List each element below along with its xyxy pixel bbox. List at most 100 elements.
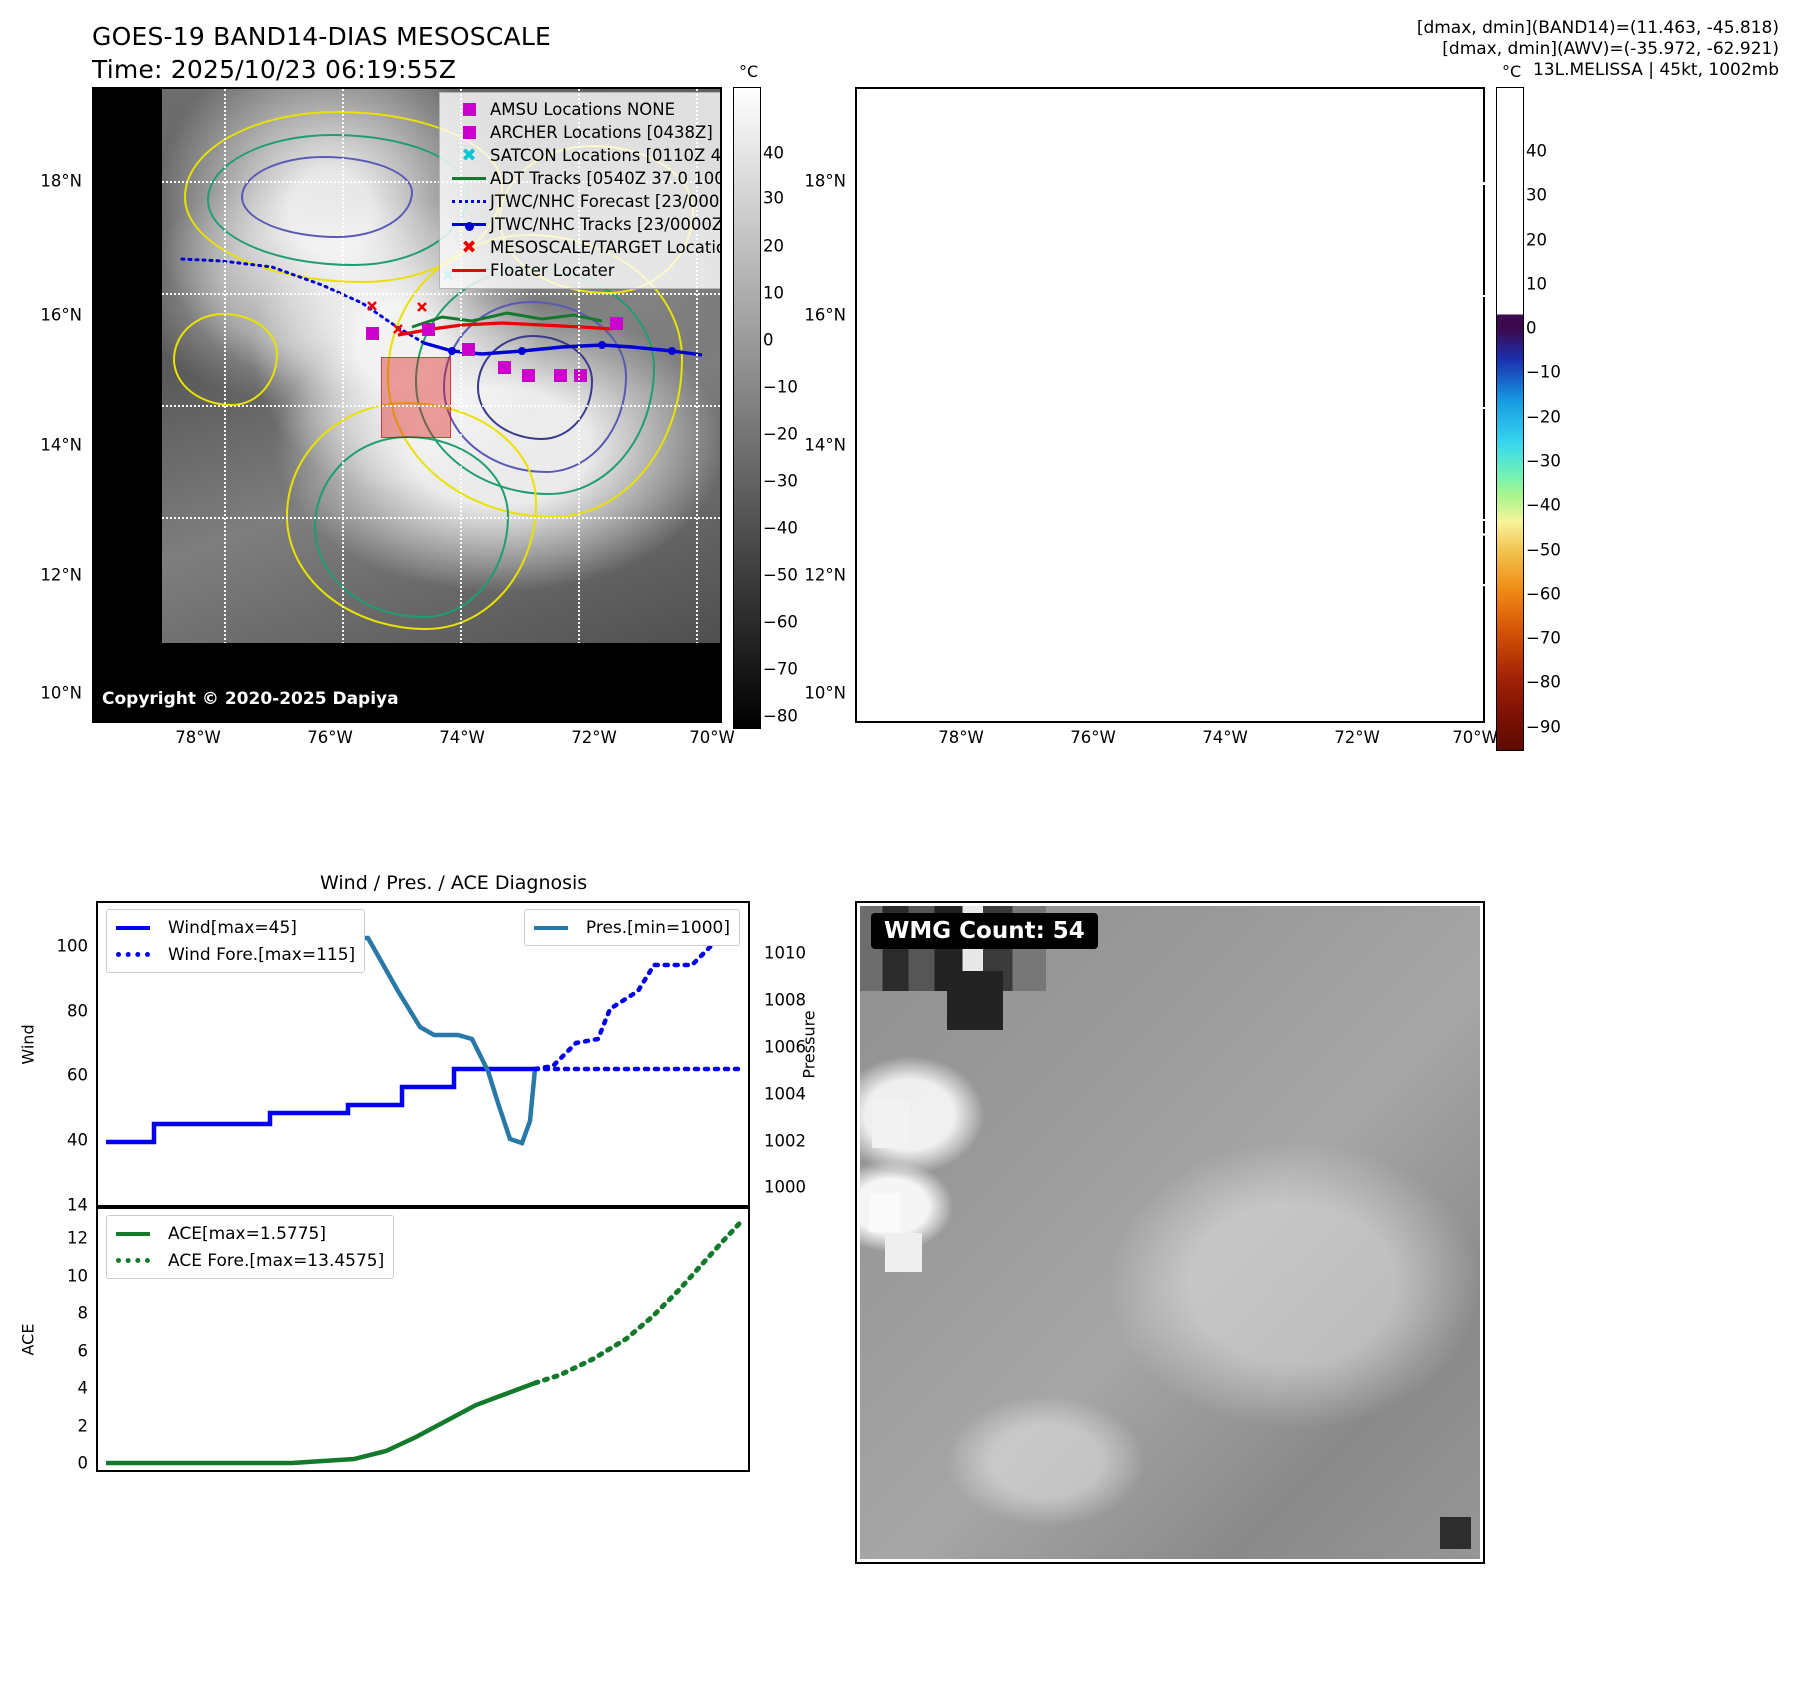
ir-x-axis: 78°W 76°W 74°W 72°W 70°W	[92, 728, 735, 756]
legend-row-pressure[interactable]: Pres.[min=1000]	[533, 914, 730, 941]
legend-row-mesoscale[interactable]: ✖ MESOSCALE/TARGET Location	[448, 236, 722, 259]
y-tick: 14	[67, 1195, 88, 1215]
colorbar-tick: 20	[763, 236, 784, 256]
colorbar-tick: −20	[763, 424, 798, 444]
line-marker-swatch-icon	[448, 221, 490, 231]
y-tick: 1008	[764, 990, 806, 1010]
x-tick: 70°W	[1452, 728, 1498, 747]
legend-row-amsu[interactable]: AMSU Locations NONE	[448, 98, 720, 121]
legend-label: Wind Fore.[max=115]	[168, 944, 356, 965]
colorbar-tick: −80	[763, 706, 798, 726]
colorbar-tick: 30	[763, 188, 784, 208]
ir-colorbar-group[interactable]: °C 40 30 20 10 0 −10 −20 −30 −40 −50 −60…	[733, 62, 843, 732]
y-tick: 16°N	[804, 305, 846, 325]
y-tick: 14°N	[804, 435, 846, 455]
legend-label: Floater Locater	[490, 261, 615, 280]
awv-satellite-image	[923, 91, 1485, 650]
dotted-line-swatch-icon	[448, 200, 490, 203]
map-legend[interactable]: AMSU Locations NONE ARCHER Locations [04…	[439, 92, 722, 289]
x-marker-icon: ✖	[461, 236, 477, 258]
legend-label: Wind[max=45]	[168, 917, 297, 938]
colorbar-tick: −40	[1526, 495, 1561, 515]
meta-band14-range: [dmax, dmin](BAND14)=(11.463, -45.818)	[1416, 18, 1779, 38]
line-swatch-icon	[116, 1231, 168, 1236]
y-tick: 12°N	[40, 565, 82, 585]
wmg-dark-block	[1439, 1516, 1471, 1550]
awv-satellite-panel[interactable]	[855, 87, 1485, 723]
legend-row-wind-forecast[interactable]: Wind Fore.[max=115]	[116, 941, 355, 968]
contour-ring	[240, 156, 414, 239]
colorbar-tick: −10	[763, 377, 798, 397]
legend-row-ace-forecast[interactable]: ACE Fore.[max=13.4575]	[116, 1247, 384, 1274]
contour-ring	[285, 402, 537, 630]
awv-y-axis: 18°N 16°N 14°N 12°N 10°N	[760, 87, 852, 723]
ir-satellite-panel[interactable]: Copyright © 2020-2025 Dapiya AMSU Locati…	[92, 87, 722, 723]
colorbar-tick: −10	[1526, 362, 1561, 382]
legend-row-jtwc-tracks[interactable]: JTWC/NHC Tracks [23/0000Z]	[448, 213, 720, 236]
y-tick: 16°N	[40, 305, 82, 325]
wind-pressure-chart[interactable]: Wind[max=45] Wind Fore.[max=115] Pres.[m…	[96, 901, 750, 1207]
legend-label: ACE Fore.[max=13.4575]	[168, 1250, 385, 1271]
y-tick: 10°N	[40, 683, 82, 703]
dotted-line-swatch-icon	[116, 952, 168, 957]
y-tick: 60	[67, 1065, 88, 1085]
ir-nodata-bottom	[94, 643, 720, 721]
y-tick: 1010	[764, 943, 806, 963]
legend-row-wind[interactable]: Wind[max=45]	[116, 914, 355, 941]
legend-row-floater[interactable]: Floater Locater	[448, 259, 720, 282]
colorbar-tick: 0	[763, 330, 774, 350]
colorbar-tick: 10	[763, 283, 784, 303]
colorbar-tick: −60	[1526, 584, 1561, 604]
pressure-y-axis: 1000 1002 1004 1006 1008 1010	[758, 901, 838, 1207]
wmg-panel[interactable]: WMG Count: 54	[855, 901, 1485, 1564]
y-tick: 1000	[764, 1177, 806, 1197]
legend-label: SATCON Locations [0110Z 46 997]	[490, 146, 722, 165]
wind-legend[interactable]: Wind[max=45] Wind Fore.[max=115]	[106, 909, 366, 973]
colorbar-tick: 30	[1526, 185, 1547, 205]
line-swatch-icon	[448, 177, 490, 180]
awv-colorbar[interactable]	[1496, 87, 1524, 751]
colorbar-tick: −30	[1526, 451, 1561, 471]
title-line: GOES-19 BAND14-DIAS MESOSCALE	[92, 22, 551, 51]
colorbar-tick: 20	[1526, 230, 1547, 250]
line-swatch-icon	[533, 925, 586, 930]
ir-y-axis: 18°N 16°N 14°N 12°N 10°N	[0, 87, 88, 723]
y-tick: 1002	[764, 1131, 806, 1151]
ace-legend[interactable]: ACE[max=1.5775] ACE Fore.[max=13.4575]	[106, 1215, 395, 1279]
line-swatch-icon	[116, 925, 168, 930]
legend-row-jtwc-forecast[interactable]: JTWC/NHC Forecast [23/0000Z]	[448, 190, 720, 213]
meta-storm-summary: 13L.MELISSA | 45kt, 1002mb	[1532, 60, 1779, 80]
colorbar-tick: −70	[763, 659, 798, 679]
wmg-bright-block	[869, 1193, 901, 1233]
legend-label: Pres.[min=1000]	[585, 917, 730, 938]
y-tick: 8	[77, 1303, 89, 1323]
legend-row-ace[interactable]: ACE[max=1.5775]	[116, 1220, 384, 1247]
x-tick: 74°W	[1202, 728, 1248, 747]
awv-colorbar-group[interactable]: °C 40 30 20 10 0 −10 −20 −30 −40 −50 −60…	[1496, 62, 1616, 751]
legend-row-archer[interactable]: ARCHER Locations [0438Z]	[448, 121, 720, 144]
legend-label: ARCHER Locations [0438Z]	[490, 123, 713, 142]
y-tick: 40	[67, 1130, 88, 1150]
y-tick: 4	[77, 1378, 89, 1398]
jtwc-track-markers	[448, 341, 676, 355]
ir-colorbar[interactable]	[733, 87, 761, 729]
dotted-line-swatch-icon	[116, 1258, 168, 1263]
legend-row-adt[interactable]: ADT Tracks [0540Z 37.0 1002.2]	[448, 167, 720, 190]
meta-awv-range: [dmax, dmin](AWV)=(-35.972, -62.921)	[1442, 39, 1779, 59]
y-tick: 14°N	[40, 435, 82, 455]
y-tick: 10	[67, 1266, 88, 1286]
legend-row-satcon[interactable]: ✖ SATCON Locations [0110Z 46 997]	[448, 144, 722, 167]
x-tick: 70°W	[689, 728, 735, 747]
pressure-legend[interactable]: Pres.[min=1000]	[523, 909, 740, 946]
ace-chart[interactable]: ACE[max=1.5775] ACE Fore.[max=13.4575]	[96, 1207, 750, 1472]
metadata-block: [dmax, dmin](BAND14)=(11.463, -45.818) […	[1417, 18, 1779, 81]
archer-location-markers	[366, 317, 623, 382]
page-title: GOES-19 BAND14-DIAS MESOSCALE Time: 2025…	[92, 20, 551, 86]
diagnosis-title: Wind / Pres. / ACE Diagnosis	[320, 872, 588, 894]
wmg-bright-block	[872, 1101, 910, 1148]
legend-label: MESOSCALE/TARGET Location	[490, 238, 722, 257]
wmg-dark-block	[946, 971, 1003, 1031]
ace-forecast-line	[532, 1216, 746, 1386]
legend-label: ACE[max=1.5775]	[168, 1223, 326, 1244]
y-tick: 12	[67, 1228, 88, 1248]
